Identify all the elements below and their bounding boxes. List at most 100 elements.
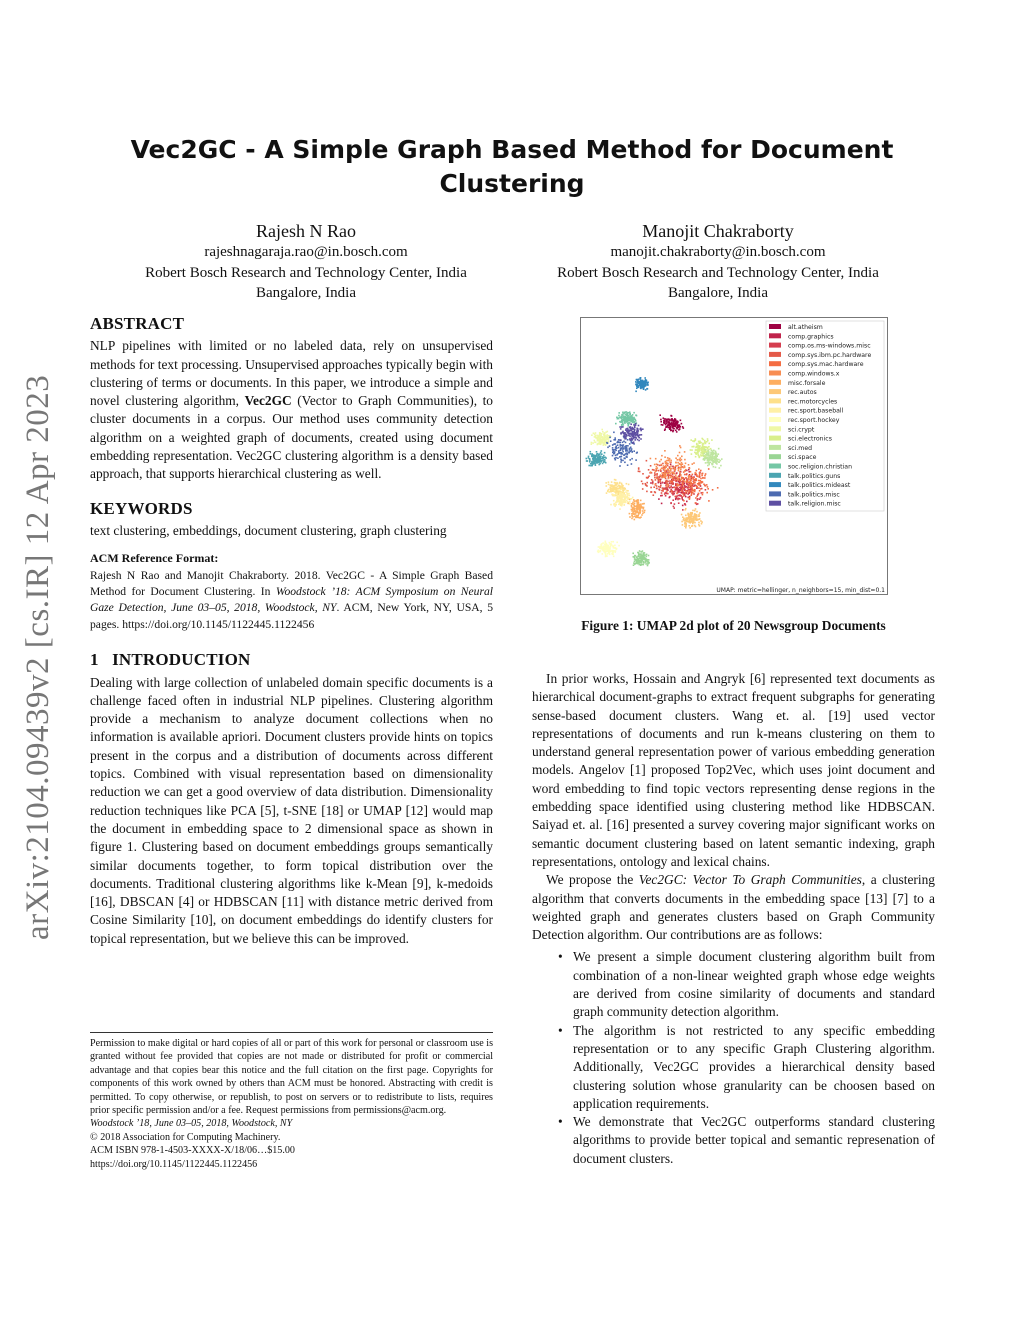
legend-swatch [769,398,781,404]
data-point [599,453,601,455]
data-point [605,439,607,441]
data-point [623,415,626,418]
data-point [664,495,667,497]
data-point [633,416,635,419]
data-point [673,467,676,469]
data-point [685,490,687,492]
data-point [708,463,710,466]
data-point [716,454,718,457]
data-point [634,420,637,422]
data-point [677,484,679,486]
data-point [675,480,677,483]
data-point [713,457,715,460]
data-point [652,494,655,496]
legend-label: talk.politics.mideast [788,482,851,489]
data-point [631,414,634,416]
data-point [699,488,702,490]
data-point [620,501,623,503]
data-point [700,452,702,454]
data-point [615,547,618,550]
right-column: In prior works, Hossain and Angryk [6] r… [532,670,935,1168]
data-point [626,413,628,415]
data-point [679,426,681,428]
data-point [686,490,688,492]
data-point [694,481,696,484]
data-point [667,489,669,491]
data-point [613,487,616,489]
data-point [624,420,626,422]
data-point [603,461,605,463]
section-title: INTRODUCTION [112,650,251,670]
data-point [665,425,668,428]
data-point [706,486,709,488]
data-point [623,411,626,414]
data-point [715,453,717,455]
data-point [604,456,607,459]
data-point [671,478,673,481]
data-point [614,439,617,441]
data-point [640,438,642,440]
data-point [686,518,688,520]
data-point [680,494,682,497]
data-point [680,490,683,492]
data-point [604,437,607,439]
data-point [655,469,658,471]
data-point [601,553,604,555]
data-point [664,418,666,420]
data-point [633,443,635,445]
data-point [611,550,613,552]
data-point [613,478,616,481]
data-point [617,446,620,449]
data-point [653,469,655,471]
legend-label: talk.politics.misc [788,491,840,498]
data-point [631,418,633,421]
data-point [659,468,662,471]
data-point [628,426,631,428]
data-point [614,551,616,553]
data-point [684,521,686,524]
data-point [629,429,632,432]
data-point [619,485,621,488]
data-point [624,487,626,490]
data-point [668,428,671,430]
data-point [677,502,680,504]
umap-annotation: UMAP: metric=hellinger, n_neighbors=15, … [716,587,885,594]
data-point [701,447,703,449]
data-point [598,435,600,438]
data-point [686,469,688,472]
data-point [692,521,695,524]
data-point [687,478,690,480]
data-point [615,491,617,494]
data-point [603,443,605,445]
data-point [636,438,639,441]
data-point [615,447,618,449]
data-point [616,417,619,420]
data-point [691,489,693,492]
data-point [641,383,644,385]
data-point [668,425,671,427]
data-point [628,503,631,505]
data-point [665,469,668,472]
data-point [626,456,628,458]
data-point [652,481,654,483]
data-point [591,460,593,463]
data-point [635,562,638,564]
data-point [692,480,695,483]
data-point [621,449,624,451]
data-point [661,454,663,457]
data-point [677,489,679,491]
data-point [629,446,632,449]
data-point [696,442,698,445]
data-point [678,491,681,493]
data-point [624,447,626,449]
data-point [700,522,703,525]
data-point [710,449,713,452]
data-point [632,503,635,506]
data-point [690,491,692,493]
data-point [621,421,623,423]
data-point [708,459,710,461]
data-point [613,431,615,434]
legend-swatch [769,370,781,376]
data-point [663,493,666,495]
data-point [664,467,666,470]
